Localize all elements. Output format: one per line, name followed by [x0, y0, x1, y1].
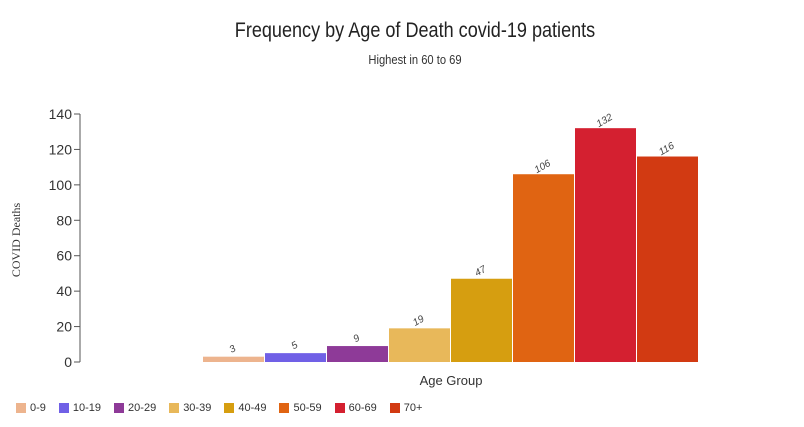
legend-label: 60-69 [348, 402, 377, 414]
bar-0-9 [203, 356, 264, 362]
chart-subtitle: Highest in 60 to 69 [368, 52, 462, 67]
legend-swatch [389, 403, 400, 413]
data-label: 106 [533, 158, 553, 176]
legend-item[interactable]: 60-69 [334, 402, 377, 414]
legend-item[interactable]: 50-59 [279, 402, 322, 414]
bar-50-59 [513, 174, 574, 362]
bar-30-39 [389, 328, 450, 362]
legend-item[interactable]: 10-19 [58, 402, 102, 414]
chart-title: Frequency by Age of Death covid-19 patie… [234, 19, 596, 42]
bar-chart: 0 20 40 60 80 100 120 140 COVID Deaths 3 5 9 19 47 106… [9, 106, 698, 388]
data-label: 19 [411, 313, 427, 328]
legend-item[interactable]: 40-49 [224, 402, 266, 414]
legend-label: 20-29 [128, 402, 157, 414]
legend-swatch [334, 403, 345, 413]
legend-swatch [169, 403, 180, 413]
legend-item[interactable]: 0-9 [16, 402, 46, 414]
bar-20-29 [327, 346, 388, 362]
legend-swatch [58, 403, 69, 413]
y-axis-title: COVID Deaths [9, 203, 23, 278]
y-tick-label: 0 [64, 354, 72, 370]
legend-label: 30-39 [183, 402, 212, 414]
bar-10-19 [265, 353, 326, 362]
legend-item[interactable]: 70+ [389, 402, 423, 414]
y-tick-label: 120 [49, 141, 73, 157]
y-tick-label: 100 [49, 177, 73, 193]
data-label: 5 [290, 340, 301, 353]
y-tick-label: 80 [56, 212, 72, 228]
legend-item[interactable]: 30-39 [169, 402, 211, 414]
data-label: 3 [228, 343, 239, 356]
legend-item[interactable]: 20-29 [114, 402, 156, 414]
legend-swatch [16, 403, 26, 413]
y-tick-label: 40 [56, 283, 72, 299]
legend-swatch [224, 403, 235, 413]
bar-40-49 [451, 278, 512, 362]
data-label: 132 [595, 112, 615, 130]
legend-swatch [279, 403, 290, 413]
legend-label: 50-59 [293, 402, 322, 414]
legend: 0-9 10-19 20-29 30-39 40-49 50-59 60-69 70+ [16, 402, 422, 414]
legend-swatch [114, 403, 125, 413]
legend-label: 70+ [403, 402, 423, 414]
data-label: 116 [657, 140, 677, 158]
data-label: 47 [473, 264, 489, 279]
legend-label: 0-9 [30, 402, 46, 414]
data-label: 9 [352, 333, 363, 346]
bar-70+ [637, 156, 698, 362]
bar-60-69 [575, 128, 636, 362]
y-tick-label: 20 [56, 319, 72, 335]
x-axis-title: Age Group [420, 373, 483, 388]
y-tick-label: 60 [56, 248, 72, 264]
y-tick-label: 140 [49, 106, 73, 122]
legend-label: 10-19 [72, 402, 102, 414]
legend-label: 40-49 [238, 402, 267, 414]
